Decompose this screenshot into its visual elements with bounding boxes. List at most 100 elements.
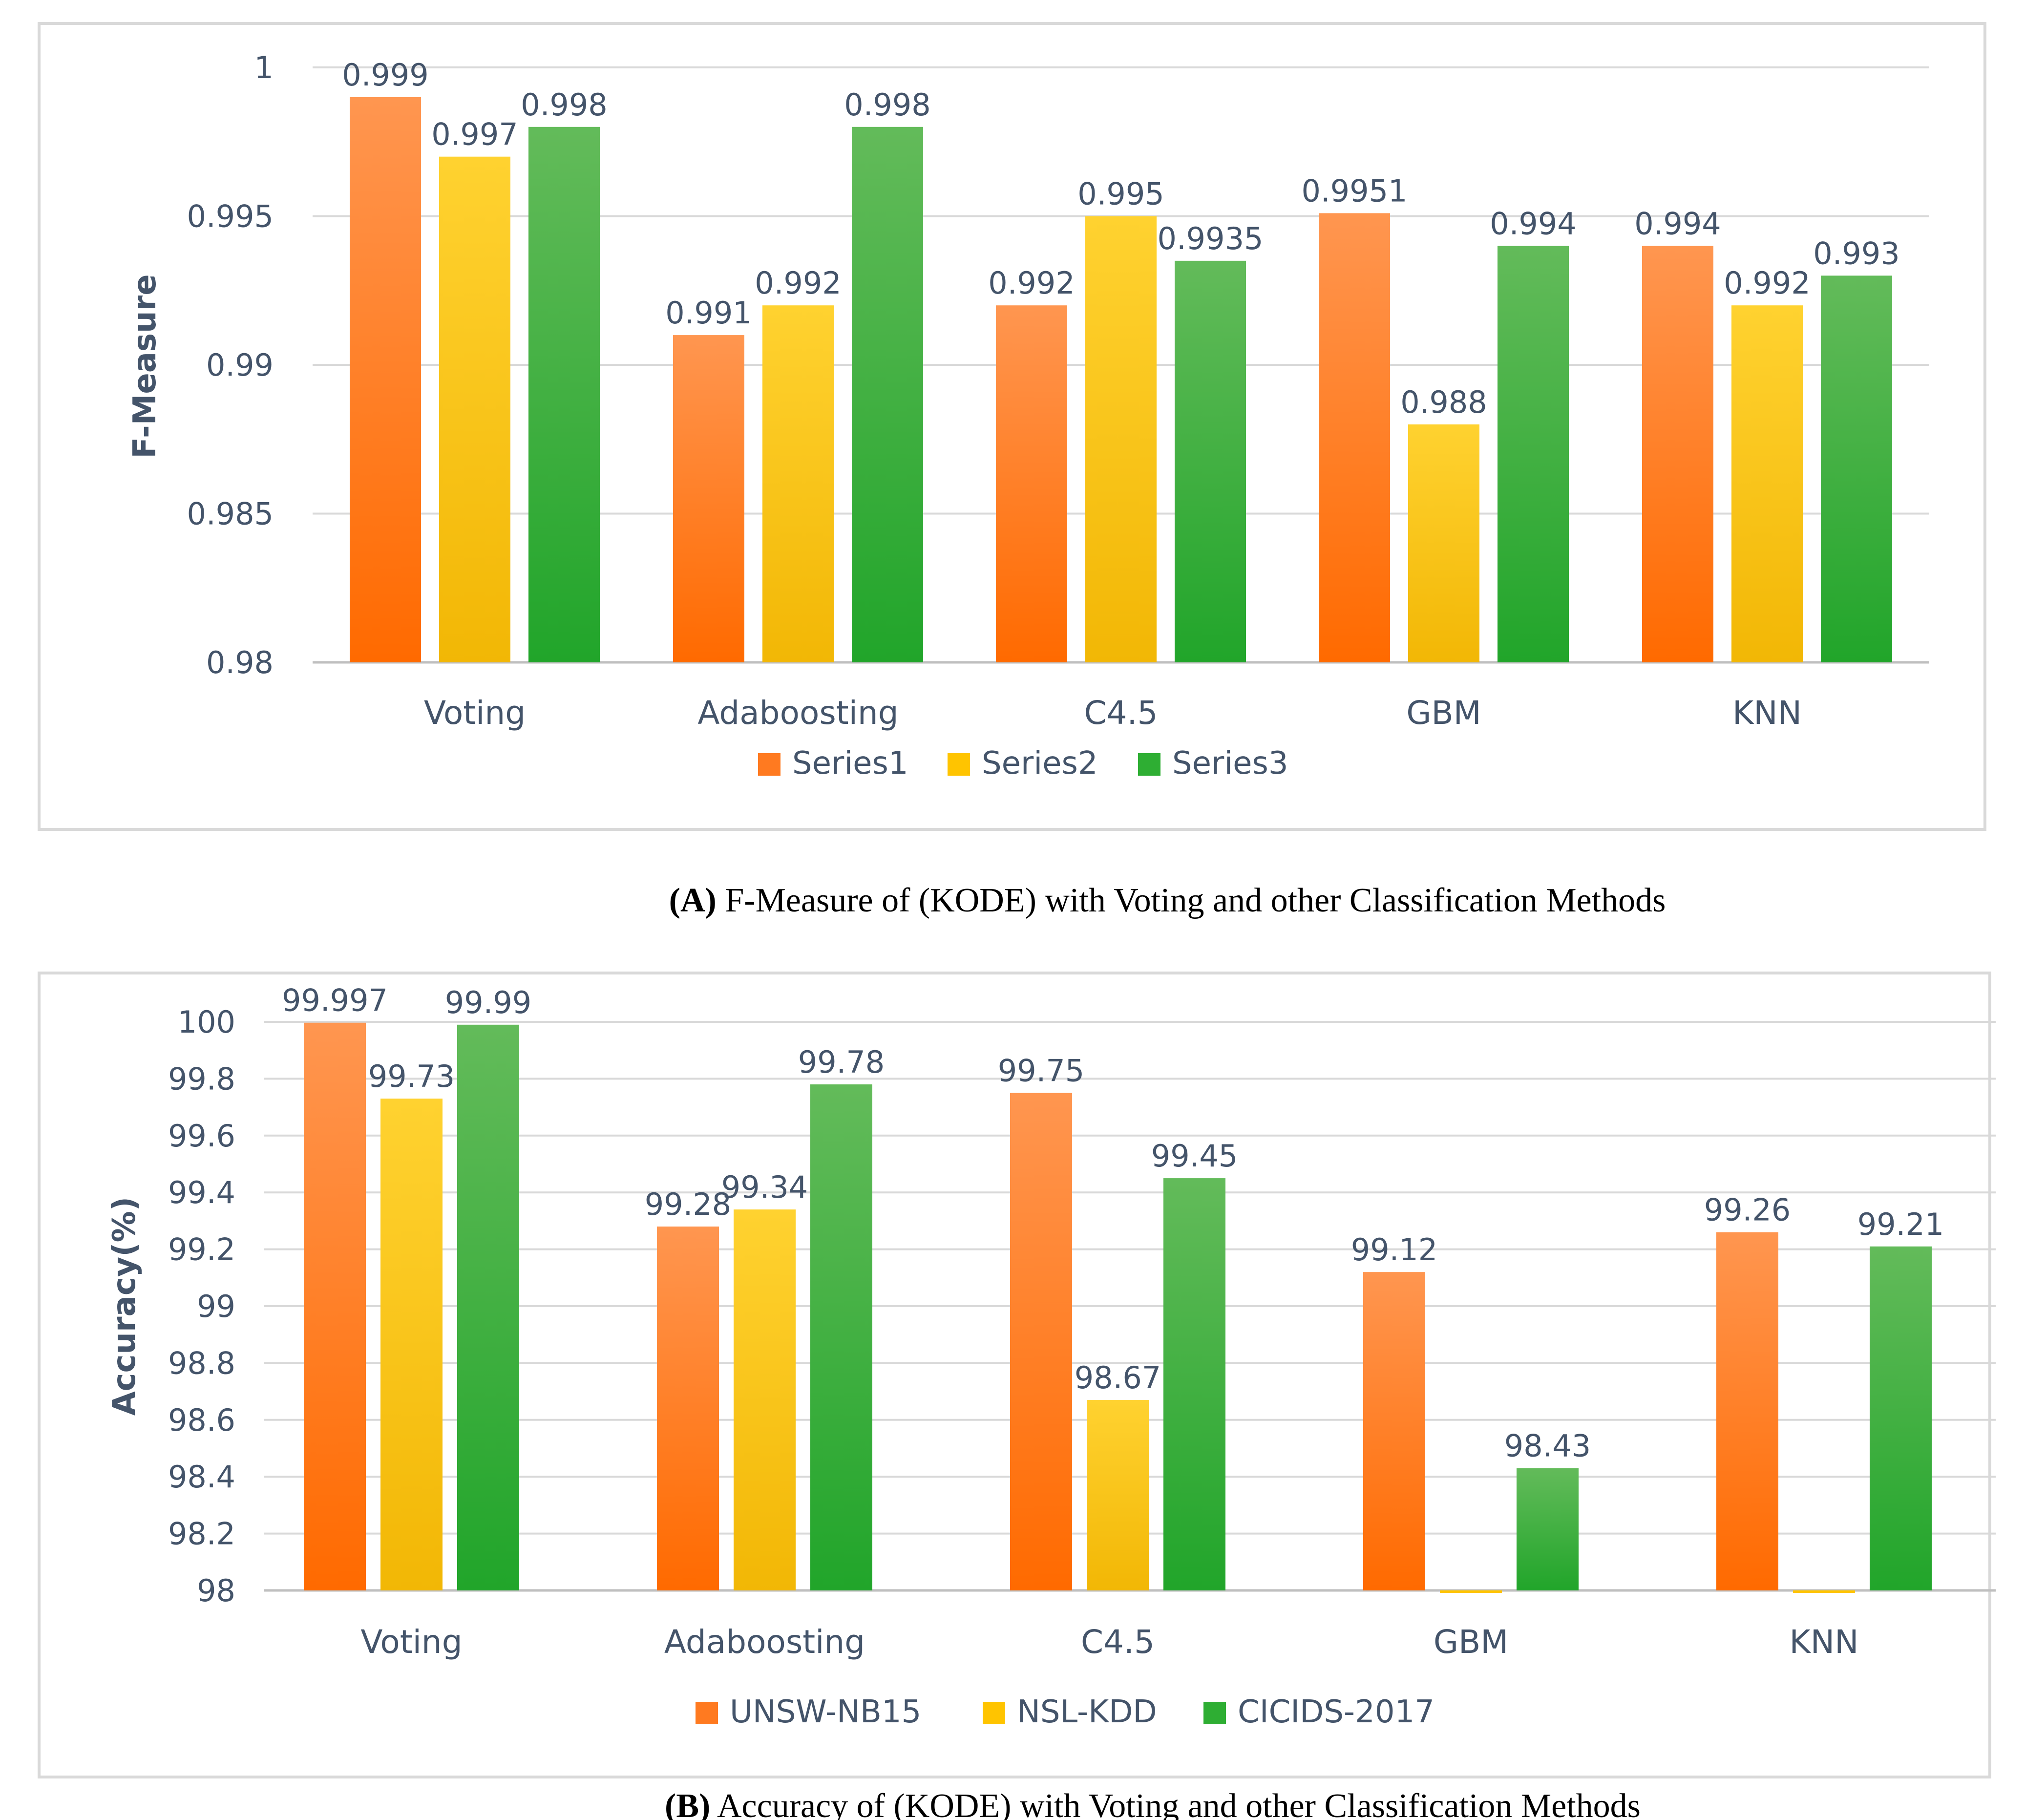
data-label: 99.99 [445, 985, 532, 1020]
legend-label: CICIDS-2017 [1238, 1694, 1434, 1730]
data-label: 0.999 [342, 57, 429, 93]
data-label: 0.997 [431, 117, 518, 152]
chart-a-panel-label: (A) [669, 882, 717, 919]
bar-nsl-kdd [734, 1209, 796, 1590]
y-tick-label: 1 [254, 50, 274, 85]
data-label: 99.73 [368, 1058, 455, 1094]
y-tick-label: 99 [197, 1289, 235, 1324]
chart-b-bars [304, 1022, 1932, 1593]
bar-series3 [1498, 246, 1569, 662]
data-label: 0.992 [1724, 265, 1811, 301]
chart-b-y-tick-labels: 98 98.2 98.4 98.6 98.8 99 99.2 99.4 99.6 99.8 100 [168, 1004, 235, 1608]
bar-series2 [439, 156, 510, 663]
bar-nsl-kdd [380, 1099, 443, 1590]
legend-swatch [948, 753, 970, 776]
legend-swatch [1138, 753, 1160, 776]
data-label: 99.45 [1151, 1138, 1238, 1174]
y-tick-label: 98.4 [168, 1459, 235, 1495]
bar-unsw-nb15 [1716, 1232, 1778, 1590]
bar-series2 [1085, 216, 1157, 662]
bar-series1 [1319, 213, 1390, 662]
bar-cicids-2017 [457, 1024, 519, 1590]
bar-series3 [528, 127, 600, 662]
data-label: 99.34 [721, 1169, 808, 1205]
bar-series1 [350, 97, 421, 662]
legend-swatch [1203, 1702, 1226, 1724]
chart-b-category-labels: Voting Adaboosting C4.5 GBM KNN [360, 1623, 1858, 1661]
bar-unsw-nb15 [1363, 1272, 1425, 1590]
chart-a-y-axis-title: F-Measure [127, 274, 163, 458]
bar-unsw-nb15 [657, 1227, 719, 1590]
bar-series2 [762, 305, 834, 662]
y-tick-label: 98.2 [168, 1516, 235, 1552]
bar-nsl-kdd [1793, 1590, 1855, 1593]
legend-swatch [758, 753, 780, 776]
y-tick-label: 99.2 [168, 1232, 235, 1268]
chart-a-y-tick-labels: 0.98 0.985 0.99 0.995 1 [187, 50, 274, 680]
legend-label: Series1 [792, 745, 908, 782]
y-tick-label: 98 [197, 1573, 235, 1608]
data-label: 0.992 [755, 265, 842, 301]
bar-unsw-nb15 [304, 1022, 366, 1590]
bar-cicids-2017 [1870, 1246, 1932, 1590]
legend-label: Series2 [982, 745, 1098, 782]
legend-label: NSL-KDD [1017, 1694, 1157, 1730]
data-label: 0.9935 [1158, 221, 1264, 256]
data-label: 0.994 [1634, 206, 1721, 241]
data-label: 98.43 [1504, 1428, 1591, 1464]
category-label: GBM [1406, 694, 1481, 732]
data-label: 0.991 [665, 295, 752, 331]
bar-series2 [1408, 424, 1479, 662]
chart-a-bars [350, 97, 1892, 663]
chart-a-legend: Series1 Series2 Series3 [758, 745, 1288, 782]
legend-label: UNSW-NB15 [730, 1694, 921, 1730]
chart-panel-b: 9898.298.498.698.89999.299.499.699.8100 … [38, 972, 1996, 1778]
y-tick-label: 99.8 [168, 1061, 235, 1097]
category-label: C4.5 [1081, 1623, 1155, 1661]
data-label: 99.28 [645, 1186, 732, 1222]
category-label: Voting [360, 1623, 462, 1661]
y-tick-label: 99.4 [168, 1175, 235, 1210]
bar-nsl-kdd [1440, 1590, 1502, 1593]
legend-label: Series3 [1172, 745, 1288, 782]
data-label: 0.998 [844, 87, 931, 123]
chart-b-caption-text: Accuracy of (KODE) with Voting and other… [717, 1787, 1641, 1820]
y-tick-label: 98.8 [168, 1345, 235, 1381]
data-label: 99.12 [1351, 1232, 1438, 1268]
bar-series1 [1642, 246, 1713, 662]
chart-b-grid [264, 1021, 1996, 1592]
chart-b-y-axis-title: Accuracy(%) [106, 1197, 143, 1416]
bar-series2 [1731, 305, 1803, 662]
y-tick-label: 0.99 [206, 347, 274, 383]
data-label: 99.997 [282, 983, 388, 1018]
chart-b-legend: UNSW-NB15 NSL-KDD CICIDS-2017 [696, 1694, 1434, 1730]
data-label: 0.993 [1813, 235, 1900, 271]
chart-a-data-labels: 0.9990.9910.9920.99510.9940.9970.9920.99… [342, 57, 1900, 420]
bar-unsw-nb15 [1010, 1093, 1072, 1590]
legend-swatch [983, 1702, 1005, 1724]
data-label: 0.998 [521, 87, 608, 123]
y-tick-label: 0.98 [206, 645, 274, 680]
y-tick-label: 100 [178, 1004, 235, 1040]
category-label: Adaboosting [697, 694, 898, 732]
chart-b-data-labels: 99.997 99.28 99.75 99.12 99.26 99.73 99.34 98.6… [282, 983, 1944, 1464]
data-label: 99.78 [798, 1044, 885, 1080]
chart-a-category-labels: Voting Adaboosting C4.5 GBM KNN [424, 694, 1802, 732]
data-label: 99.26 [1704, 1192, 1791, 1228]
category-label: C4.5 [1084, 694, 1158, 732]
bar-series3 [1175, 260, 1246, 662]
category-label: GBM [1434, 1623, 1508, 1661]
y-tick-label: 98.6 [168, 1402, 235, 1438]
category-label: KNN [1789, 1623, 1858, 1661]
data-label: 0.995 [1077, 176, 1164, 212]
bar-cicids-2017 [1517, 1468, 1579, 1590]
legend-swatch [696, 1702, 718, 1724]
y-tick-label: 0.985 [187, 496, 274, 532]
bar-series3 [852, 127, 923, 662]
y-tick-label: 0.995 [187, 199, 274, 234]
chart-a-caption-text: F-Measure of (KODE) with Voting and othe… [725, 882, 1666, 919]
bar-cicids-2017 [810, 1084, 872, 1590]
chart-b-caption: (B) Accuracy of (KODE) with Voting and o… [665, 1787, 1641, 1820]
bar-series1 [673, 335, 744, 662]
